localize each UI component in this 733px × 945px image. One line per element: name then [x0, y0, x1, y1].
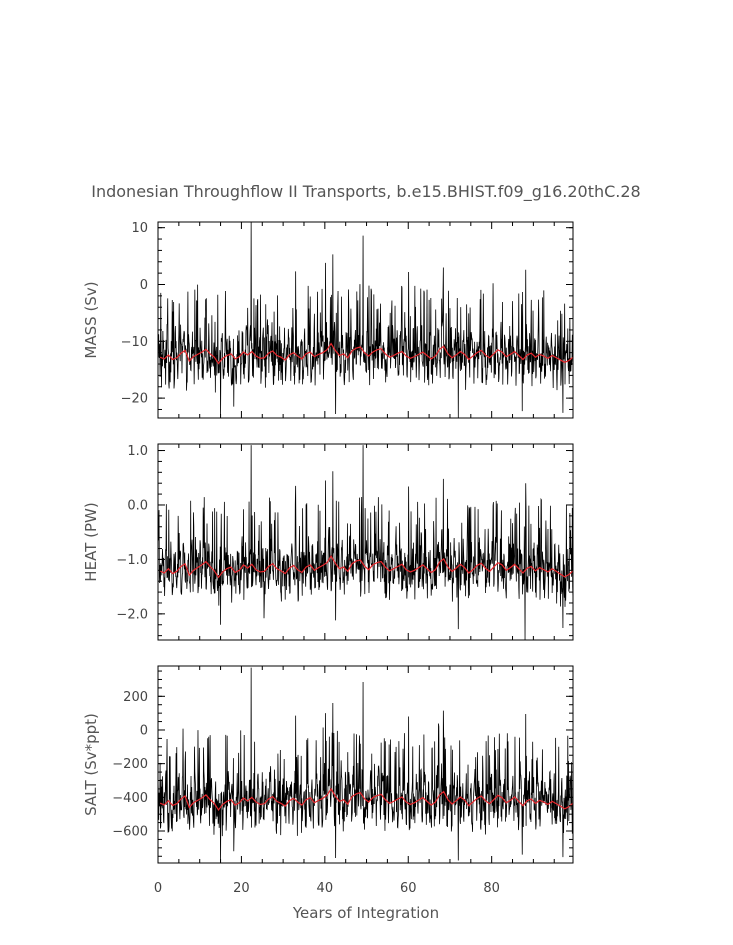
y-tick-label: −400 — [112, 791, 148, 806]
y-axis-label-heat: HEAT (PW) — [82, 502, 100, 581]
y-tick-label: 10 — [131, 221, 148, 236]
series-monthly-mass — [158, 222, 573, 418]
panel-mass: 10 0 −10 −20 MASS (Sv) — [82, 221, 574, 419]
panel-salt: 200 0 −200 −400 −600 SALT (Sv*ppt) — [82, 665, 574, 864]
y-tick-label: 0 — [140, 278, 148, 293]
panel-frame — [157, 665, 574, 864]
y-tick-label: 0 — [140, 723, 148, 738]
series-annual-mean-heat — [159, 555, 573, 579]
x-tick-label: 80 — [483, 881, 500, 896]
x-tick-label: 60 — [400, 881, 417, 896]
y-tick-label: 200 — [123, 690, 148, 705]
y-tick-label: −1.0 — [116, 553, 148, 568]
panel-frame — [157, 221, 574, 419]
y-tick-label: 1.0 — [127, 444, 148, 459]
y-tick-label: −2.0 — [116, 607, 148, 622]
panel-heat: 1.0 0.0 −1.0 −2.0 HEAT (PW) — [82, 443, 574, 641]
y-tick-label: −20 — [121, 392, 148, 407]
y-tick-label: −600 — [112, 825, 148, 840]
series-monthly-salt — [158, 667, 573, 863]
y-tick-label: 0.0 — [127, 498, 148, 513]
y-tick-label: −200 — [112, 757, 148, 772]
y-tick-label: −10 — [121, 335, 148, 350]
series-annual-mean-salt — [159, 787, 573, 812]
chart-title: Indonesian Throughflow II Transports, b.… — [91, 182, 640, 202]
plot-layer: 10 0 −10 −20 MASS (Sv) 1.0 0.0 −1.0 −2.0 HEAT (PW… — [82, 221, 574, 896]
panel-frame — [157, 443, 574, 641]
y-axis-label-mass: MASS (Sv) — [82, 281, 100, 358]
series-monthly-heat — [158, 445, 573, 640]
x-tick-label: 40 — [317, 881, 334, 896]
x-tick-label: 0 — [154, 881, 162, 896]
x-tick-label: 20 — [233, 881, 250, 896]
y-axis-label-salt: SALT (Sv*ppt) — [82, 713, 100, 816]
series-annual-mean-mass — [159, 342, 573, 365]
x-axis-label: Years of Integration — [292, 904, 439, 922]
